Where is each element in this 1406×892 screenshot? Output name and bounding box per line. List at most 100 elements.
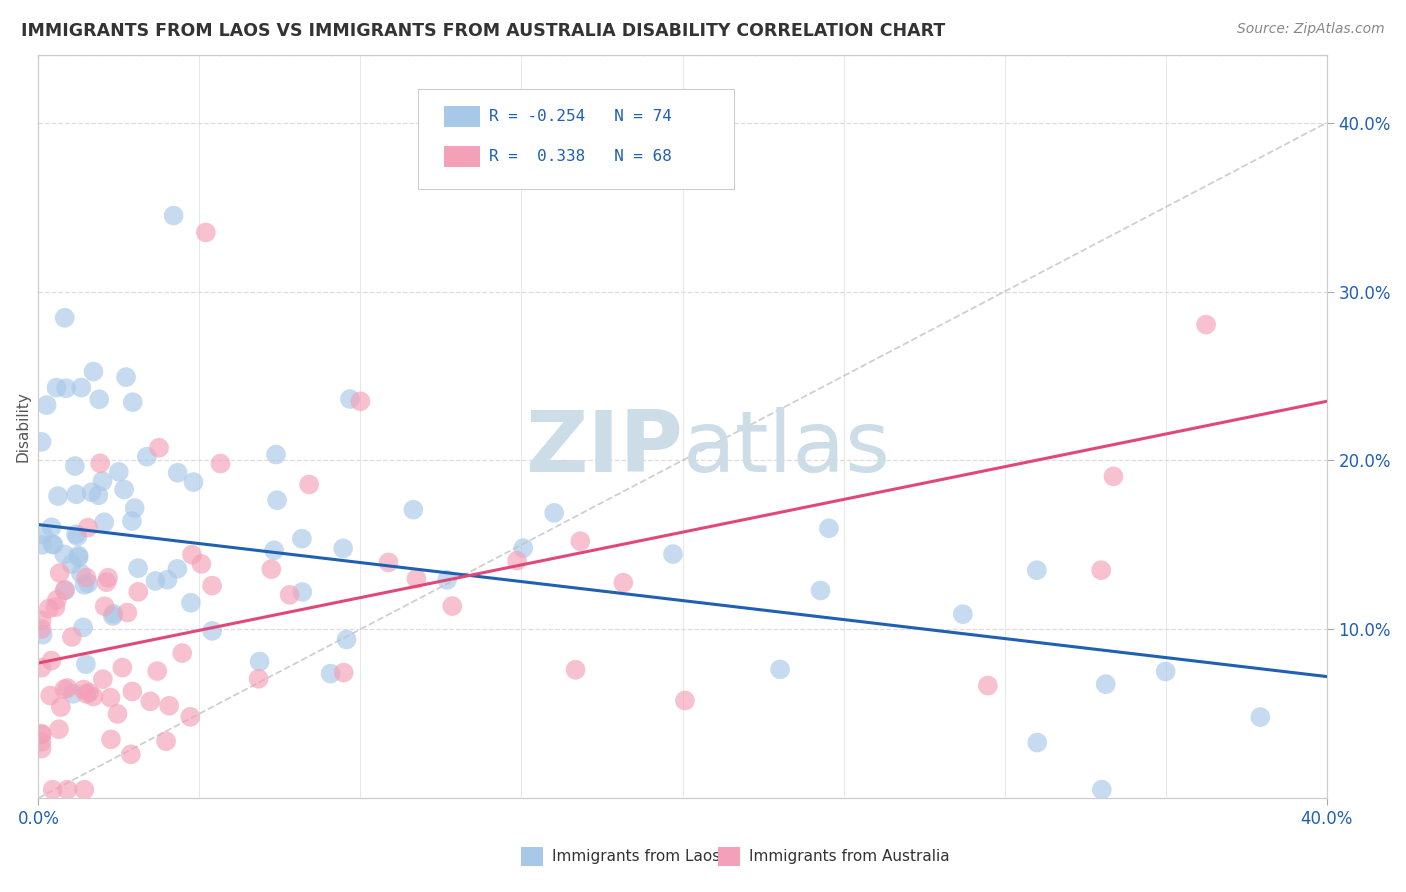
Point — [100, 732, 122, 747]
Point — [818, 521, 841, 535]
Point — [75, 687, 97, 701]
Point — [93, 515, 115, 529]
Point — [319, 666, 342, 681]
Point — [31, 434, 53, 449]
Y-axis label: Disability: Disability — [15, 392, 30, 462]
Point — [46, 489, 69, 503]
Point — [612, 575, 634, 590]
Point — [183, 475, 205, 489]
Point — [162, 209, 184, 223]
Point — [156, 573, 179, 587]
Point — [100, 690, 122, 705]
Point — [96, 575, 118, 590]
Point — [91, 672, 114, 686]
Point — [31, 613, 53, 627]
Point — [201, 579, 224, 593]
Point — [31, 727, 53, 741]
Point — [31, 538, 53, 552]
Point — [209, 457, 232, 471]
Point — [127, 584, 149, 599]
Point — [103, 607, 125, 621]
Point — [73, 682, 96, 697]
Point — [31, 628, 53, 642]
Point — [139, 694, 162, 708]
Point — [41, 782, 63, 797]
FancyBboxPatch shape — [419, 88, 734, 189]
Point — [72, 620, 94, 634]
Text: R =  0.338   N = 68: R = 0.338 N = 68 — [489, 149, 672, 164]
Point — [335, 632, 357, 647]
Point — [49, 700, 72, 714]
Point — [332, 665, 354, 680]
Point — [543, 506, 565, 520]
Point — [512, 541, 534, 556]
Point — [124, 501, 146, 516]
Point — [60, 630, 83, 644]
Point — [73, 782, 96, 797]
Point — [260, 562, 283, 576]
Point — [810, 583, 832, 598]
Point — [65, 527, 87, 541]
Point — [405, 572, 427, 586]
Point — [247, 672, 270, 686]
Point — [278, 588, 301, 602]
Text: R = -0.254   N = 74: R = -0.254 N = 74 — [489, 110, 672, 124]
Point — [1154, 665, 1177, 679]
Point — [89, 392, 111, 407]
Point — [107, 706, 129, 721]
Point — [263, 543, 285, 558]
Point — [249, 655, 271, 669]
Point — [190, 557, 212, 571]
Point — [157, 698, 180, 713]
Point — [75, 657, 97, 672]
Point — [45, 592, 67, 607]
Point — [41, 537, 63, 551]
Point — [1026, 735, 1049, 749]
Point — [1025, 563, 1047, 577]
Point — [70, 381, 93, 395]
Point — [115, 370, 138, 384]
Point — [148, 441, 170, 455]
Point — [93, 599, 115, 614]
Point — [89, 456, 111, 470]
Point — [56, 782, 79, 797]
Point — [127, 561, 149, 575]
Point — [564, 663, 586, 677]
Point — [402, 502, 425, 516]
Point — [769, 662, 792, 676]
Point — [63, 458, 86, 473]
Point — [62, 687, 84, 701]
Point — [121, 514, 143, 528]
Point — [201, 624, 224, 638]
Point — [31, 741, 53, 756]
Point — [1094, 677, 1116, 691]
Point — [31, 622, 53, 636]
Point — [42, 538, 65, 552]
Point — [55, 381, 77, 395]
Point — [1195, 318, 1218, 332]
Point — [146, 664, 169, 678]
Point — [41, 520, 63, 534]
Text: ZIP: ZIP — [524, 408, 682, 491]
Point — [166, 466, 188, 480]
Point — [172, 646, 194, 660]
Point — [1090, 563, 1112, 577]
Point — [77, 686, 100, 700]
Point — [120, 747, 142, 762]
Point — [66, 529, 89, 543]
Point — [1102, 469, 1125, 483]
Point — [67, 550, 90, 565]
Text: Source: ZipAtlas.com: Source: ZipAtlas.com — [1237, 22, 1385, 37]
Point — [67, 549, 90, 563]
Point — [77, 520, 100, 534]
Point — [32, 527, 55, 541]
Point — [53, 582, 76, 597]
Point — [179, 710, 201, 724]
Point — [1249, 710, 1271, 724]
Point — [145, 574, 167, 588]
Text: Immigrants from Australia: Immigrants from Australia — [748, 849, 949, 863]
Point — [44, 600, 66, 615]
Point — [49, 566, 72, 580]
Point — [39, 689, 62, 703]
Point — [41, 654, 63, 668]
